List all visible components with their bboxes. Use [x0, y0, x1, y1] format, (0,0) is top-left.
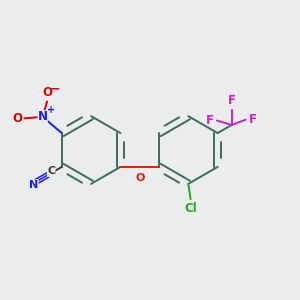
Text: O: O [135, 173, 144, 183]
Text: +: + [47, 105, 55, 116]
Text: O: O [42, 86, 52, 99]
Text: Cl: Cl [184, 202, 197, 214]
Text: N: N [29, 180, 38, 190]
Text: O: O [12, 112, 22, 125]
Text: F: F [249, 113, 257, 126]
Text: −: − [50, 82, 61, 95]
Text: F: F [228, 94, 236, 107]
Text: N: N [38, 110, 48, 123]
Text: F: F [206, 114, 214, 127]
Text: C: C [47, 167, 55, 176]
